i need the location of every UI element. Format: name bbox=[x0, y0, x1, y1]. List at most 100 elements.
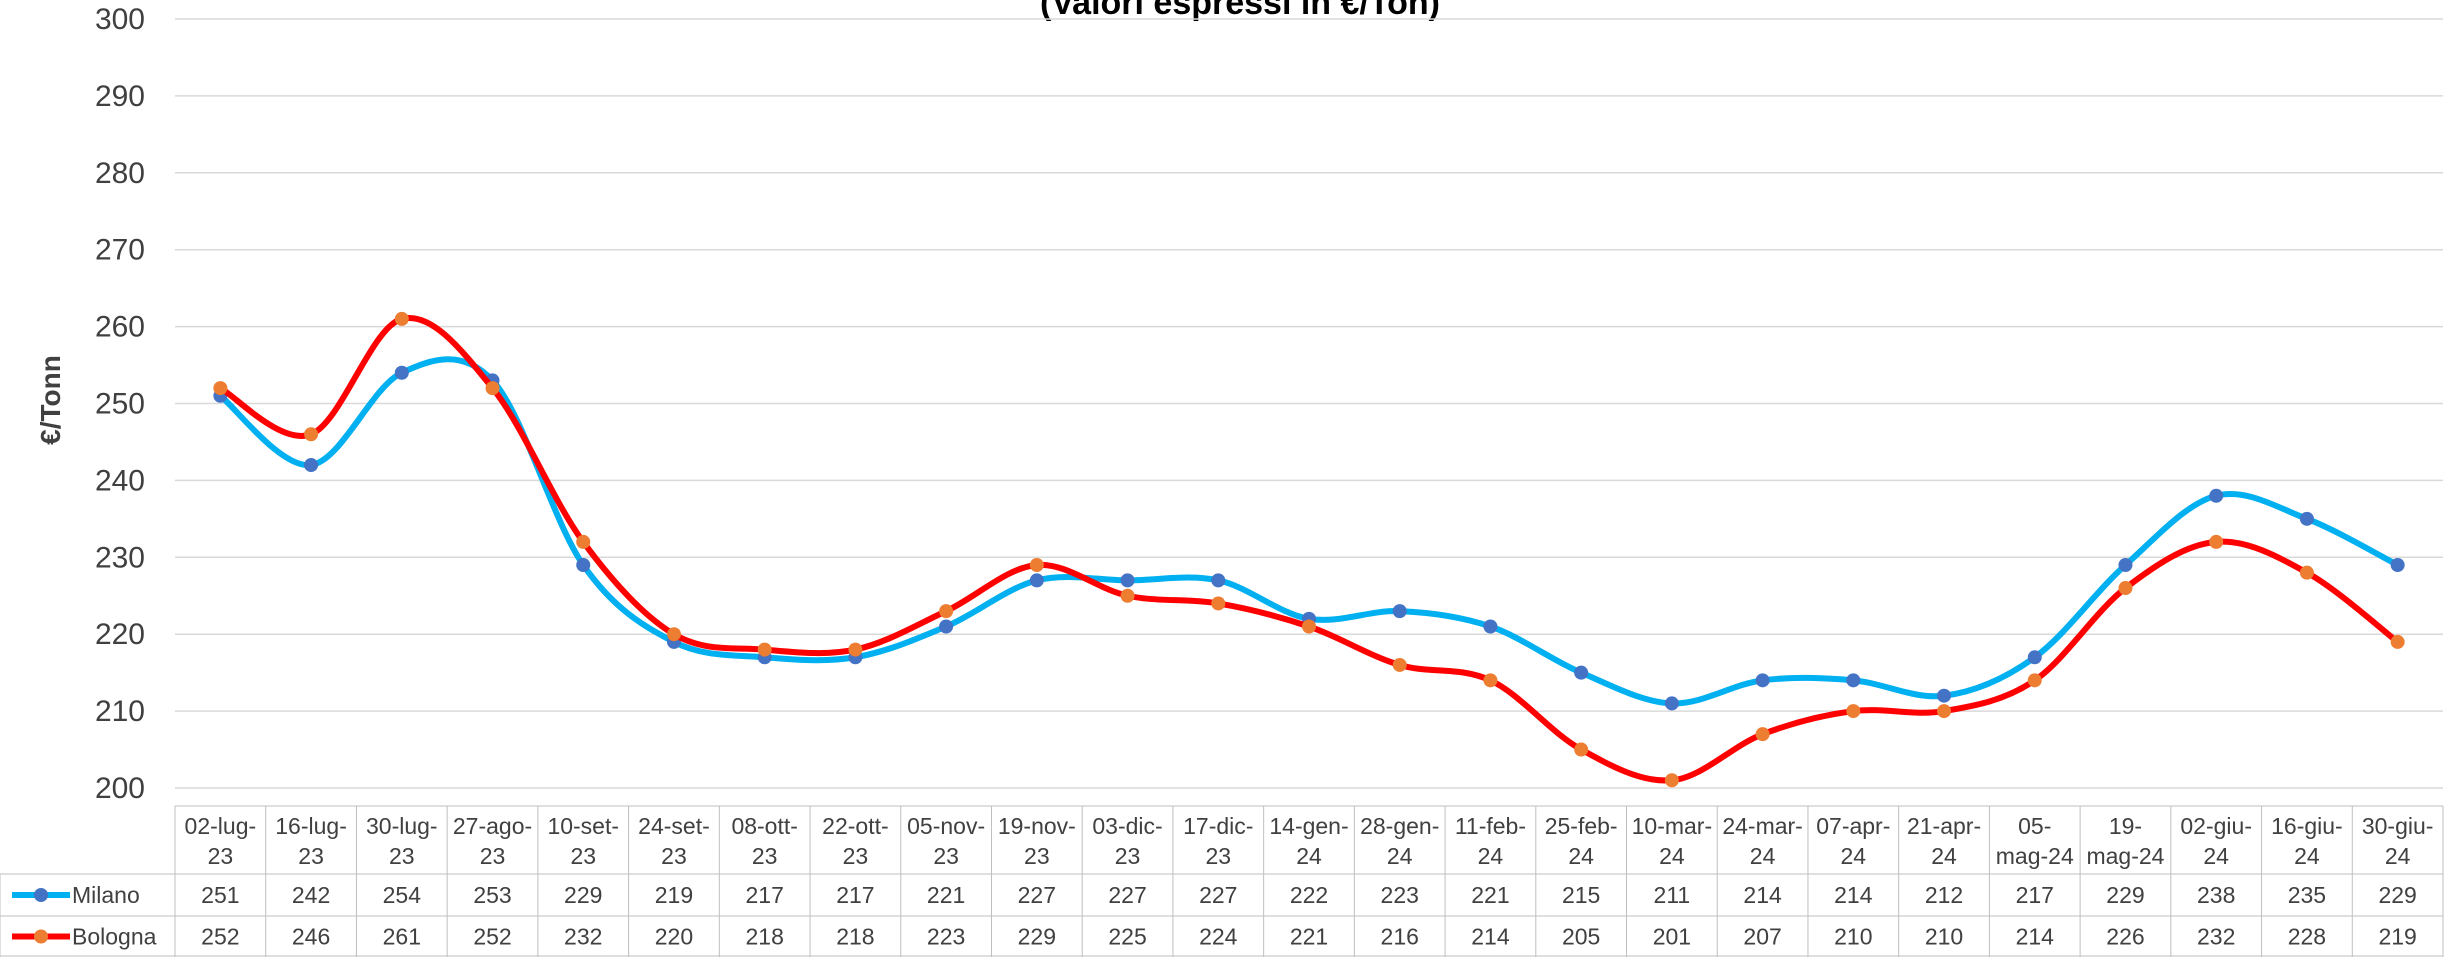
point bbox=[2118, 557, 2133, 572]
point bbox=[1302, 619, 1316, 634]
table-value: 232 bbox=[2197, 924, 2235, 950]
table-value: 218 bbox=[745, 924, 783, 950]
table-value: 212 bbox=[1925, 882, 1963, 908]
point bbox=[1574, 742, 1589, 757]
table-value: 227 bbox=[1199, 882, 1237, 908]
x-tick-label: 19-nov- 23 bbox=[998, 813, 1076, 869]
y-tick-label: 260 bbox=[95, 311, 145, 344]
point bbox=[485, 381, 500, 396]
series-line bbox=[218, 356, 2400, 707]
table-value: 224 bbox=[1199, 924, 1238, 950]
table-value: 219 bbox=[2378, 924, 2416, 950]
point bbox=[1029, 573, 1044, 588]
x-tick-label: 16-giu- 24 bbox=[2271, 813, 2343, 869]
x-tick-label-line: 25-feb- bbox=[1545, 813, 1618, 839]
table-value: 222 bbox=[1290, 882, 1328, 908]
x-tick-label-line: 24 bbox=[2294, 843, 2320, 869]
table-value: 201 bbox=[1653, 924, 1691, 950]
x-tick-label-line: 23 bbox=[298, 843, 324, 869]
x-tick-label: 28-gen- 24 bbox=[1360, 813, 1439, 869]
point bbox=[1937, 688, 1952, 703]
x-tick-label: 14-gen- 24 bbox=[1269, 813, 1348, 869]
x-tick-label-line: 27-ago- bbox=[453, 813, 532, 839]
table-value: 214 bbox=[1471, 924, 1510, 950]
table-value: 229 bbox=[2378, 882, 2416, 908]
point bbox=[1483, 619, 1498, 634]
point bbox=[394, 365, 409, 380]
table-value: 232 bbox=[564, 924, 602, 950]
point bbox=[213, 381, 228, 396]
x-tick-label: 22-ott- 23 bbox=[822, 813, 888, 869]
x-tick-label-line: 22-ott- bbox=[822, 813, 888, 839]
table-value: 223 bbox=[1381, 882, 1419, 908]
table-value: 217 bbox=[2016, 882, 2054, 908]
x-tick-label-line: 24-mar- bbox=[1722, 813, 1803, 839]
x-tick-label: 17-dic- 23 bbox=[1183, 813, 1253, 869]
x-tick-label: 02-lug- 23 bbox=[185, 813, 257, 869]
chart-title: (Valori espressi in €/Ton) bbox=[1040, 0, 1440, 22]
x-tick-label-line: 23 bbox=[843, 843, 869, 869]
x-tick-label-line: 24 bbox=[1387, 843, 1413, 869]
table-value: 205 bbox=[1562, 924, 1600, 950]
table-value: 251 bbox=[201, 882, 239, 908]
point bbox=[304, 427, 319, 442]
table-value: 227 bbox=[1018, 882, 1056, 908]
point bbox=[304, 458, 319, 473]
point bbox=[848, 642, 863, 657]
point bbox=[1846, 704, 1861, 719]
point bbox=[1664, 773, 1679, 788]
x-tick-label-line: mag-24 bbox=[2086, 843, 2164, 869]
table-value: 246 bbox=[292, 924, 330, 950]
table-value: 214 bbox=[1743, 882, 1782, 908]
point bbox=[1211, 573, 1226, 588]
point bbox=[1120, 573, 1135, 588]
table-value: 226 bbox=[2106, 924, 2144, 950]
point bbox=[394, 311, 409, 326]
y-tick-label: 220 bbox=[95, 618, 145, 651]
table-value: 219 bbox=[655, 882, 693, 908]
x-tick-label: 05-nov- 23 bbox=[907, 813, 985, 869]
x-tick-label-line: 23 bbox=[1205, 843, 1231, 869]
x-tick-label-line: 03-dic- bbox=[1092, 813, 1162, 839]
x-tick-label: 10-mar- 24 bbox=[1632, 813, 1713, 869]
point bbox=[1664, 696, 1679, 711]
x-tick-label-line: 24 bbox=[1478, 843, 1504, 869]
x-tick-label: 24-set- 23 bbox=[638, 813, 710, 869]
point bbox=[576, 557, 591, 572]
table-value: 242 bbox=[292, 882, 330, 908]
x-tick-label-line: 24-set- bbox=[638, 813, 710, 839]
table-value: 253 bbox=[473, 882, 511, 908]
x-tick-label: 10-set- 23 bbox=[547, 813, 619, 869]
x-tick-label-line: 16-giu- bbox=[2271, 813, 2343, 839]
x-tick-label: 05- mag-24 bbox=[1996, 813, 2074, 869]
legend-label: Milano bbox=[72, 882, 140, 908]
point bbox=[939, 604, 954, 619]
table-value: 252 bbox=[473, 924, 511, 950]
x-tick-label: 30-giu- 24 bbox=[2362, 813, 2434, 869]
table-value: 229 bbox=[2106, 882, 2144, 908]
x-tick-label-line: 16-lug- bbox=[275, 813, 347, 839]
table-value: 252 bbox=[201, 924, 239, 950]
y-tick-label: 280 bbox=[95, 157, 145, 190]
table-value: 215 bbox=[1562, 882, 1600, 908]
table-value: 220 bbox=[655, 924, 693, 950]
point bbox=[1029, 557, 1044, 572]
legend-label: Bologna bbox=[72, 924, 157, 950]
x-tick-label: 11-feb- 24 bbox=[1455, 813, 1526, 869]
point bbox=[1755, 673, 1770, 688]
table-value: 214 bbox=[2016, 924, 2055, 950]
table-value: 221 bbox=[1290, 924, 1328, 950]
table-value: 254 bbox=[383, 882, 422, 908]
x-tick-label: 27-ago- 23 bbox=[453, 813, 532, 869]
point bbox=[2118, 581, 2133, 596]
y-tick-label: 200 bbox=[95, 772, 145, 805]
table-value: 217 bbox=[836, 882, 874, 908]
point bbox=[1483, 673, 1498, 688]
point bbox=[2390, 557, 2405, 572]
x-tick-label-line: 24 bbox=[1296, 843, 1322, 869]
x-tick-label-line: mag-24 bbox=[1996, 843, 2074, 869]
x-tick-label-line: 23 bbox=[1115, 843, 1141, 869]
table-value: 221 bbox=[927, 882, 965, 908]
point bbox=[1937, 704, 1952, 719]
